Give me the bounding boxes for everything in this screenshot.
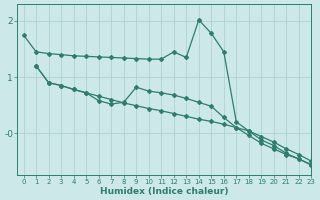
X-axis label: Humidex (Indice chaleur): Humidex (Indice chaleur) xyxy=(100,187,228,196)
